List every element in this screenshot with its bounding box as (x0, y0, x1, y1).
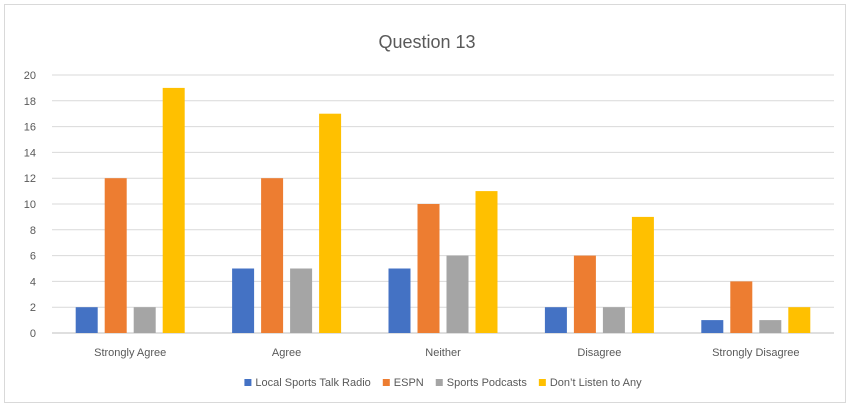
legend-item-don-t-listen-to-any: Don’t Listen to Any (538, 377, 642, 389)
x-category-label: Neither (425, 347, 461, 359)
y-tick-label: 0 (30, 328, 36, 340)
y-tick-label: 8 (30, 225, 36, 237)
y-tick-label: 18 (24, 96, 36, 108)
bar-sports-podcasts-strongly-agree (133, 307, 156, 333)
bar-sports-podcasts-disagree (602, 307, 625, 333)
x-category-label: Disagree (577, 347, 621, 359)
bar-sports-podcasts-agree (290, 268, 313, 333)
legend-label: ESPN (394, 377, 424, 389)
y-tick-label: 12 (24, 173, 36, 185)
bar-don-t-listen-to-any-disagree (631, 216, 654, 333)
y-tick-label: 16 (24, 122, 36, 134)
bar-don-t-listen-to-any-strongly-disagree (788, 307, 811, 333)
bar-espn-agree (261, 178, 284, 333)
y-tick-label: 4 (30, 276, 36, 288)
bar-espn-neither (417, 204, 440, 333)
y-tick-label: 6 (30, 251, 36, 263)
bar-don-t-listen-to-any-agree (319, 113, 342, 333)
x-axis-labels: Strongly Agree Agree Neither Disagree Strong… (94, 347, 799, 359)
bar-local-sports-talk-radio-disagree (544, 307, 567, 333)
bar-sports-podcasts-strongly-disagree (759, 320, 782, 333)
y-axis-ticks: 0 2 4 6 8 10 12 14 16 18 20 (24, 70, 36, 340)
legend-item-espn: ESPN (382, 377, 424, 389)
bar-sports-podcasts-neither (446, 255, 469, 333)
y-tick-label: 20 (24, 70, 36, 82)
x-category-label: Strongly Agree (94, 347, 166, 359)
x-category-label: Strongly Disagree (712, 347, 799, 359)
legend: Local Sports Talk Radio ESPN Sports Podcas… (244, 377, 642, 389)
legend-swatch (244, 379, 252, 386)
x-category-label: Agree (272, 347, 301, 359)
legend-item-sports-podcasts: Sports Podcasts (435, 377, 528, 389)
y-tick-label: 10 (24, 199, 36, 211)
bars (75, 87, 811, 334)
legend-swatch (435, 379, 443, 386)
y-tick-label: 14 (24, 147, 36, 159)
legend-swatch (538, 379, 546, 386)
bar-local-sports-talk-radio-agree (232, 268, 255, 333)
bar-espn-strongly-disagree (730, 281, 753, 333)
bar-don-t-listen-to-any-strongly-agree (162, 87, 185, 334)
chart-title: Question 13 (378, 32, 475, 52)
bar-don-t-listen-to-any-neither (475, 191, 498, 333)
legend-item-local-sports-talk-radio: Local Sports Talk Radio (244, 377, 371, 389)
legend-label: Sports Podcasts (447, 377, 528, 389)
y-tick-label: 2 (30, 302, 36, 314)
legend-label: Local Sports Talk Radio (255, 377, 370, 389)
bar-local-sports-talk-radio-strongly-disagree (701, 320, 724, 333)
legend-label: Don’t Listen to Any (550, 377, 642, 389)
bar-local-sports-talk-radio-strongly-agree (75, 307, 98, 333)
bar-espn-strongly-agree (104, 178, 127, 333)
bar-local-sports-talk-radio-neither (388, 268, 411, 333)
legend-swatch (382, 379, 390, 386)
bar-espn-disagree (573, 255, 596, 333)
